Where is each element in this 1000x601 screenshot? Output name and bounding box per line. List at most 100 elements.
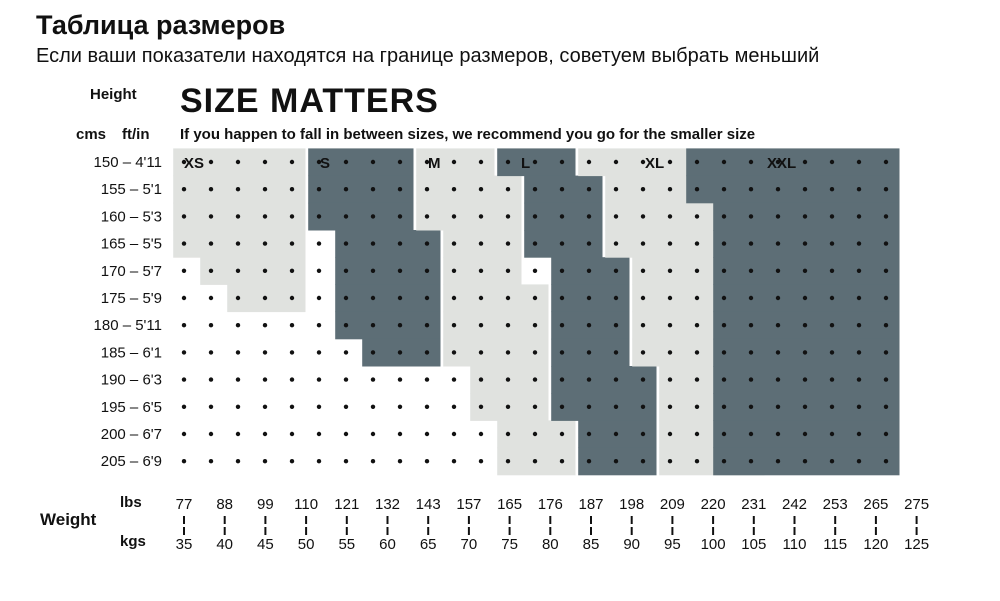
- grid-dot: [343, 214, 349, 219]
- grid-dot: [424, 268, 430, 273]
- grid-dot: [721, 295, 727, 301]
- height-tick-label: 200 – 6'7: [101, 426, 162, 443]
- lbs-tick-label: 110: [294, 496, 318, 513]
- grid-dot: [694, 241, 700, 246]
- grid-dot: [289, 159, 295, 165]
- height-tick-label: 150 – 4'11: [94, 154, 162, 171]
- kgs-tick-label: 50: [298, 536, 315, 553]
- grid-dot: [397, 295, 403, 301]
- grid-dot: [559, 404, 565, 409]
- grid-dot: [856, 187, 862, 192]
- grid-dot: [505, 295, 511, 301]
- grid-dot: [640, 214, 646, 219]
- grid-dot: [667, 431, 673, 437]
- grid-dot: [370, 295, 376, 301]
- grid-dot: [775, 295, 781, 301]
- lbs-tick-label: 132: [375, 496, 400, 513]
- grid-dot: [586, 187, 592, 192]
- grid-dot: [451, 459, 457, 464]
- grid-dot: [883, 350, 889, 355]
- lbs-tick-label: 231: [741, 496, 766, 513]
- grid-dot: [829, 350, 835, 355]
- grid-dot: [613, 323, 619, 328]
- grid-dot: [505, 187, 511, 192]
- grid-dot: [640, 350, 646, 355]
- page-title: Таблица размеров: [36, 10, 286, 40]
- grid-dot: [424, 431, 430, 437]
- grid-dot: [370, 214, 376, 219]
- grid-dot: [856, 241, 862, 246]
- grid-dot: [343, 377, 349, 382]
- grid-dot: [559, 268, 565, 273]
- height-tick-label: 180 – 5'11: [94, 317, 162, 334]
- grid-dot: [667, 404, 673, 409]
- height-tick-label: 185 – 6'1: [101, 344, 162, 361]
- size-band-m: [416, 175, 522, 204]
- grid-dot: [424, 459, 430, 464]
- kgs-tick-label: 40: [216, 536, 233, 553]
- grid-dot: [370, 241, 376, 246]
- grid-dot: [235, 404, 241, 409]
- size-label-xxl: XXL: [767, 155, 796, 172]
- grid-dot: [208, 459, 214, 464]
- grid-dot: [802, 350, 808, 355]
- grid-dot: [289, 295, 295, 301]
- grid-dot: [262, 241, 268, 246]
- lbs-tick-label: 253: [823, 496, 848, 513]
- grid-dot: [829, 214, 835, 219]
- grid-dot: [883, 404, 889, 409]
- grid-dot: [829, 268, 835, 273]
- grid-dot: [451, 431, 457, 437]
- grid-dot: [397, 350, 403, 355]
- kgs-tick-label: 90: [623, 536, 640, 553]
- grid-dot: [559, 214, 565, 219]
- grid-dot: [235, 323, 241, 328]
- grid-dot: [208, 431, 214, 437]
- grid-dot: [478, 187, 484, 192]
- x-unit-kgs: kgs: [120, 533, 146, 550]
- grid-dot: [829, 241, 835, 246]
- grid-dot: [397, 187, 403, 192]
- grid-dot: [667, 241, 673, 246]
- grid-dot: [802, 459, 808, 464]
- grid-dot: [559, 350, 565, 355]
- grid-dot: [532, 350, 538, 355]
- grid-dot: [721, 187, 727, 192]
- grid-dot: [775, 459, 781, 464]
- grid-dot: [640, 404, 646, 409]
- x-axis-label: Weight: [40, 510, 97, 529]
- grid-dot: [478, 159, 484, 165]
- grid-dot: [424, 295, 430, 301]
- grid-dot: [451, 241, 457, 246]
- grid-dot: [829, 323, 835, 328]
- size-band-s: [335, 311, 441, 340]
- grid-dot: [370, 159, 376, 165]
- grid-dot: [775, 214, 781, 219]
- grid-dot: [613, 431, 619, 437]
- grid-dot: [694, 350, 700, 355]
- grid-dot: [775, 241, 781, 246]
- grid-dot: [478, 241, 484, 246]
- grid-dot: [235, 214, 241, 219]
- grid-dot: [289, 241, 295, 246]
- grid-dot: [397, 241, 403, 246]
- height-tick-label: 170 – 5'7: [101, 263, 162, 280]
- grid-dot: [316, 241, 322, 246]
- grid-dot: [856, 350, 862, 355]
- grid-dot: [829, 404, 835, 409]
- page-subtitle: Если ваши показатели находятся на границ…: [36, 45, 820, 67]
- grid-dot: [451, 295, 457, 301]
- grid-dot: [829, 187, 835, 192]
- grid-dot: [613, 377, 619, 382]
- grid-dot: [586, 159, 592, 165]
- grid-dot: [802, 241, 808, 246]
- grid-dot: [208, 295, 214, 301]
- kgs-tick-label: 65: [420, 536, 437, 553]
- grid-dot: [343, 350, 349, 355]
- y-unit-ftin: ft/in: [122, 126, 150, 143]
- grid-dot: [451, 187, 457, 192]
- grid-dot: [424, 159, 430, 165]
- grid-dot: [802, 159, 808, 165]
- grid-dot: [262, 187, 268, 192]
